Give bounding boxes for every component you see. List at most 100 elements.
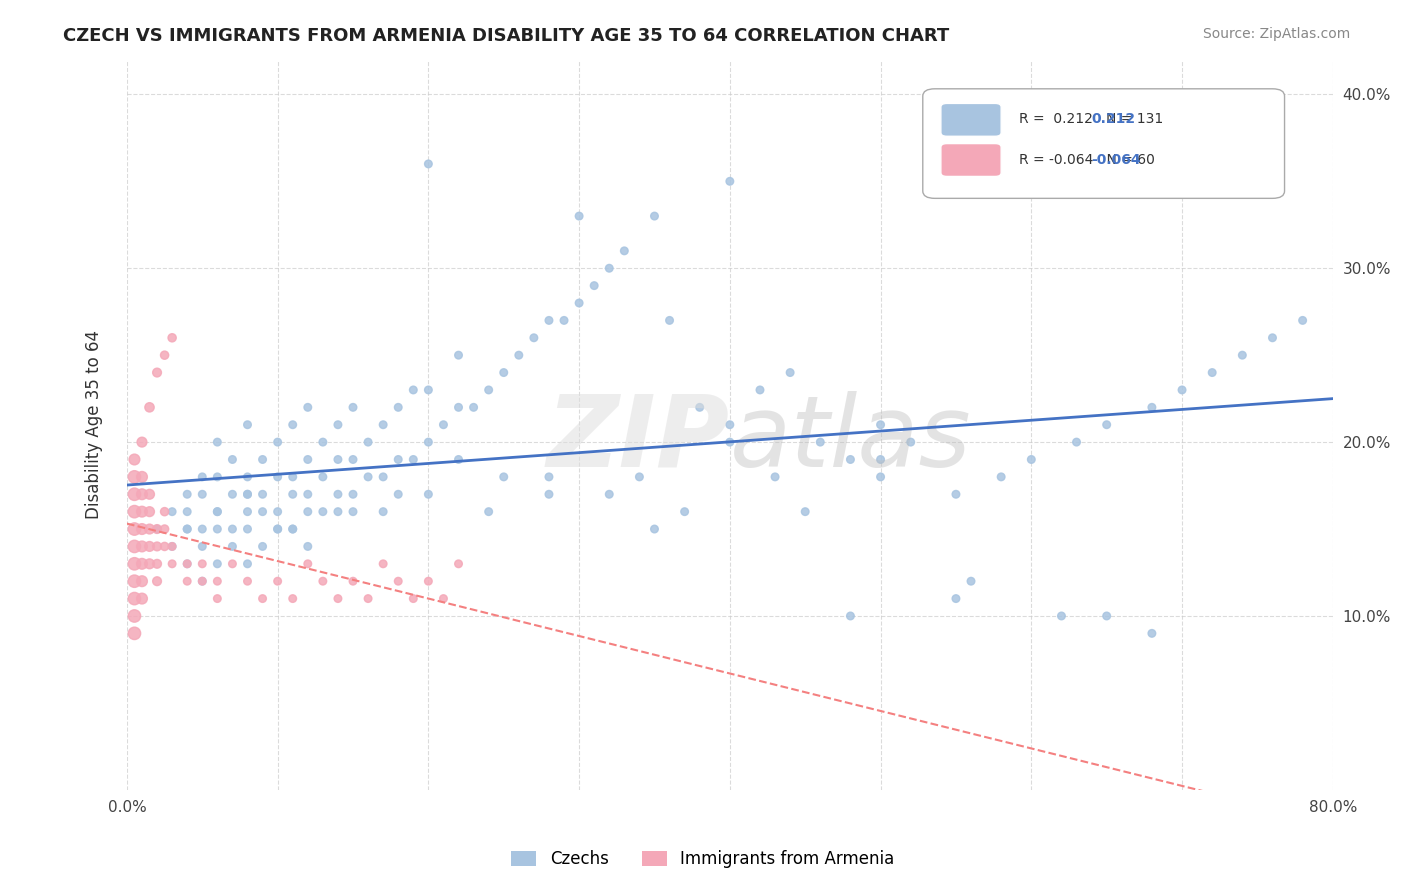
Point [1066, 435, 1088, 450]
Point [794, 505, 817, 519]
Text: -0.064: -0.064 [1091, 153, 1142, 167]
Point [176, 557, 198, 571]
Point [537, 313, 560, 327]
Point [252, 487, 274, 501]
Point [297, 401, 319, 415]
Point [138, 487, 160, 501]
Point [266, 505, 288, 519]
Point [869, 452, 891, 467]
Point [207, 591, 229, 606]
Point [447, 452, 470, 467]
FancyBboxPatch shape [941, 144, 1001, 177]
Point [191, 522, 214, 536]
Point [176, 522, 198, 536]
Point [1201, 366, 1223, 380]
Point [266, 470, 288, 484]
Point [297, 452, 319, 467]
Point [191, 470, 214, 484]
Point [402, 383, 425, 397]
Point [613, 244, 636, 258]
Point [176, 557, 198, 571]
Point [131, 522, 153, 536]
Point [153, 348, 176, 362]
Point [252, 505, 274, 519]
Point [583, 278, 606, 293]
Point [808, 435, 831, 450]
Point [124, 470, 146, 484]
Point [131, 487, 153, 501]
Point [1050, 609, 1073, 624]
Point [131, 435, 153, 450]
Point [124, 505, 146, 519]
Point [643, 209, 665, 223]
Point [236, 487, 259, 501]
Point [326, 487, 349, 501]
Point [124, 522, 146, 536]
Point [138, 401, 160, 415]
Point [266, 574, 288, 589]
Point [463, 401, 485, 415]
Point [418, 574, 440, 589]
Point [281, 591, 304, 606]
Point [160, 505, 183, 519]
Point [160, 540, 183, 554]
Point [312, 574, 335, 589]
Point [236, 470, 259, 484]
Point [373, 505, 395, 519]
Point [281, 522, 304, 536]
Point [387, 574, 409, 589]
Point [146, 522, 169, 536]
Point [326, 591, 349, 606]
Point [297, 505, 319, 519]
Point [297, 557, 319, 571]
Point [357, 435, 380, 450]
Point [146, 574, 169, 589]
Point [207, 522, 229, 536]
Point [281, 522, 304, 536]
Point [131, 540, 153, 554]
Point [418, 487, 440, 501]
Point [568, 296, 591, 310]
Point [221, 452, 243, 467]
Point [643, 522, 665, 536]
Point [492, 470, 515, 484]
Point [131, 505, 153, 519]
Point [176, 487, 198, 501]
Point [176, 505, 198, 519]
Point [236, 417, 259, 432]
Point [673, 505, 696, 519]
Point [297, 487, 319, 501]
Point [312, 435, 335, 450]
Point [124, 452, 146, 467]
Point [598, 487, 620, 501]
Point [1291, 313, 1313, 327]
Point [357, 591, 380, 606]
Point [628, 470, 651, 484]
Point [281, 470, 304, 484]
Point [191, 487, 214, 501]
Point [131, 574, 153, 589]
Point [718, 174, 741, 188]
Point [312, 470, 335, 484]
Point [131, 557, 153, 571]
Point [124, 574, 146, 589]
Point [191, 574, 214, 589]
Point [124, 626, 146, 640]
Point [373, 417, 395, 432]
FancyBboxPatch shape [941, 103, 1001, 136]
Point [960, 574, 983, 589]
Point [357, 470, 380, 484]
Point [718, 435, 741, 450]
Point [373, 557, 395, 571]
Point [373, 470, 395, 484]
Point [221, 522, 243, 536]
Point [447, 401, 470, 415]
Point [221, 487, 243, 501]
Point [236, 574, 259, 589]
Point [1140, 626, 1163, 640]
Point [418, 383, 440, 397]
Point [326, 452, 349, 467]
Legend: Czechs, Immigrants from Armenia: Czechs, Immigrants from Armenia [505, 844, 901, 875]
Point [402, 591, 425, 606]
Point [252, 591, 274, 606]
